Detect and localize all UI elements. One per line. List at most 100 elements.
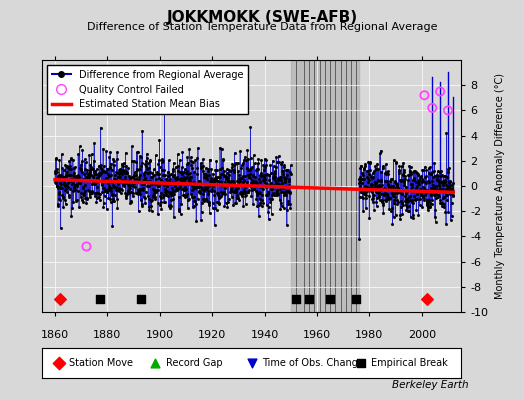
Point	[442, 130, 451, 136]
Point	[193, 184, 202, 190]
Point	[183, 154, 191, 160]
Point	[369, 199, 377, 206]
Point	[101, 188, 110, 194]
Point	[230, 169, 238, 175]
Point	[286, 190, 294, 196]
Point	[194, 145, 202, 151]
Point	[191, 184, 200, 190]
Point	[368, 175, 376, 181]
Point	[187, 154, 195, 160]
Point	[141, 158, 150, 164]
Point	[367, 189, 376, 195]
Point	[281, 190, 290, 197]
Point	[63, 164, 71, 170]
Point	[152, 189, 160, 195]
Point	[261, 179, 269, 186]
Point	[213, 206, 221, 213]
Point	[268, 157, 277, 164]
Point	[72, 174, 80, 180]
Point	[440, 179, 449, 185]
Point	[222, 176, 230, 182]
Point	[125, 186, 133, 193]
Point	[430, 192, 438, 198]
Point	[223, 204, 232, 210]
Point	[150, 186, 158, 193]
Point	[173, 176, 182, 182]
Point	[270, 173, 279, 179]
Point	[264, 216, 272, 222]
Point	[92, 171, 100, 178]
Point	[53, 183, 61, 189]
Point	[436, 200, 445, 206]
Point	[111, 175, 119, 182]
Point	[152, 176, 160, 183]
Point	[84, 174, 92, 180]
Point	[183, 197, 192, 204]
Point	[237, 162, 246, 168]
Point	[213, 198, 221, 205]
Point	[221, 182, 229, 188]
Point	[174, 186, 183, 192]
Point	[253, 180, 261, 186]
Point	[265, 172, 273, 178]
Point	[431, 214, 439, 221]
Point	[399, 172, 407, 178]
Point	[235, 197, 243, 203]
Point	[154, 160, 162, 167]
Point	[192, 184, 200, 190]
Point	[131, 178, 139, 185]
Point	[188, 187, 196, 194]
Point	[115, 188, 124, 194]
Point	[432, 188, 440, 194]
Point	[255, 202, 263, 208]
Point	[188, 182, 196, 188]
Point	[102, 206, 111, 212]
Point	[222, 173, 231, 180]
Point	[206, 178, 214, 184]
Point	[184, 159, 192, 166]
Point	[177, 176, 185, 183]
Point	[363, 167, 371, 174]
Point	[123, 178, 132, 185]
Point	[355, 180, 364, 186]
Point	[228, 178, 237, 185]
Point	[438, 203, 446, 210]
Point	[82, 200, 90, 206]
Point	[89, 178, 97, 185]
Point	[174, 194, 183, 200]
Point	[68, 176, 77, 182]
Point	[282, 222, 291, 228]
Point	[148, 180, 156, 187]
Point	[82, 174, 91, 180]
Point	[189, 182, 198, 189]
Point	[372, 180, 380, 186]
Point	[182, 175, 190, 181]
Point	[438, 172, 446, 178]
Point	[265, 204, 273, 210]
Point	[223, 175, 232, 182]
Point	[245, 187, 253, 193]
Point	[95, 163, 103, 169]
Point	[89, 173, 97, 179]
Point	[166, 176, 174, 182]
Point	[356, 174, 365, 180]
Text: Difference of Station Temperature Data from Regional Average: Difference of Station Temperature Data f…	[87, 22, 437, 32]
Point	[150, 190, 159, 196]
Point	[258, 203, 266, 210]
Point	[133, 165, 141, 172]
Point	[381, 197, 389, 203]
Point	[261, 164, 269, 170]
Point	[188, 194, 196, 200]
Point	[68, 176, 76, 182]
Point	[376, 150, 384, 156]
Point	[164, 169, 172, 176]
Point	[163, 188, 171, 194]
Point	[413, 180, 422, 186]
Point	[96, 124, 105, 131]
Point	[159, 182, 168, 188]
Point	[270, 182, 278, 188]
Point	[84, 172, 92, 179]
Point	[184, 176, 193, 182]
Point	[68, 204, 77, 211]
Point	[173, 168, 182, 174]
